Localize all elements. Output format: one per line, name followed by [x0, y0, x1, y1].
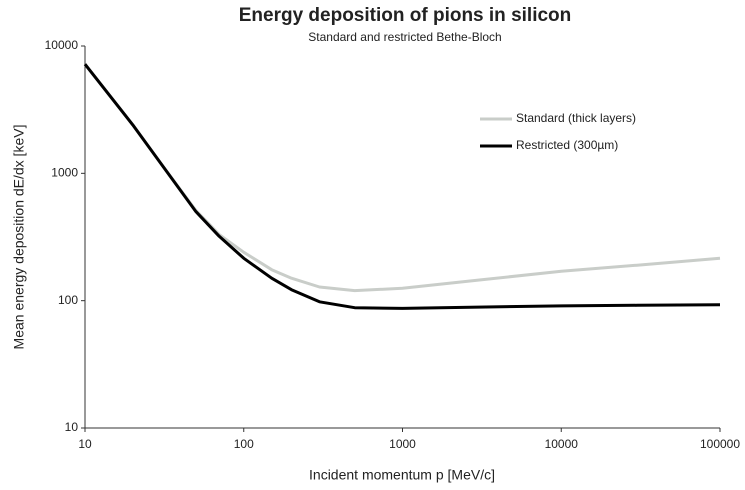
x-tick-label: 10 — [78, 437, 92, 451]
x-tick-label: 1000 — [389, 437, 416, 451]
y-tick-label: 10 — [65, 420, 79, 434]
y-tick-label: 10000 — [45, 38, 79, 52]
y-axis-label: Mean energy deposition dE/dx [keV] — [11, 125, 27, 350]
chart-subtitle: Standard and restricted Bethe-Bloch — [308, 30, 501, 44]
y-tick-label: 100 — [58, 293, 78, 307]
x-axis-label: Incident momentum p [MeV/c] — [309, 467, 495, 483]
legend-label: Standard (thick layers) — [516, 111, 636, 125]
series-line — [83, 63, 721, 310]
legend-label: Restricted (300µm) — [516, 138, 618, 152]
x-tick-label: 100000 — [700, 437, 740, 451]
x-tick-label: 10000 — [545, 437, 579, 451]
x-tick-label: 100 — [234, 437, 254, 451]
series-line — [83, 63, 721, 293]
chart-title: Energy deposition of pions in silicon — [239, 5, 572, 26]
y-tick-label: 1000 — [51, 166, 78, 180]
